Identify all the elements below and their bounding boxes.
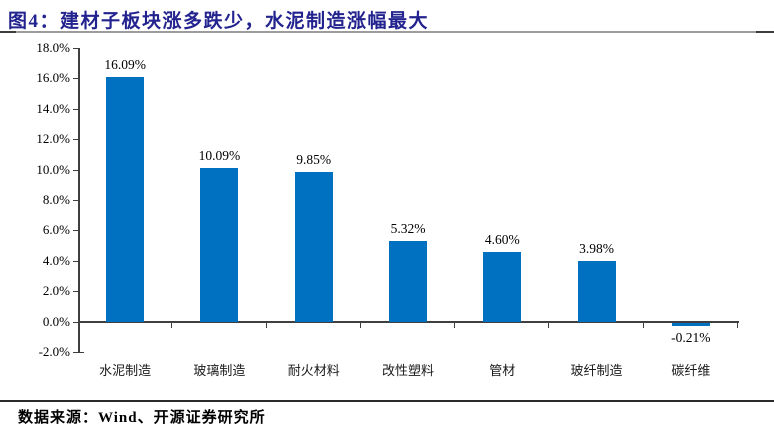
y-axis-tick [73,78,78,80]
bar-3 [294,171,333,322]
y-axis-tick-label: 18.0% [36,40,70,55]
bar-value-label: 4.60% [484,231,520,247]
x-axis-category-label: 管材 [489,363,516,378]
y-axis-tick [73,200,78,201]
y-axis-tick-label: -2.0% [38,344,70,359]
y-axis-tick-label: 0.0% [42,313,70,329]
bar-value-label: -0.21% [671,329,711,345]
x-axis-category-label: 改性塑料 [381,363,434,378]
data-source-note: 数据来源：Wind、开源证券研究所 [18,410,266,426]
bar-value-label: 9.85% [296,151,332,167]
y-axis-bottom-tick [78,352,84,353]
bar-4 [389,240,427,322]
y-axis-tick [73,169,78,171]
y-axis-tick [73,108,78,110]
bar-value-label: 10.09% [198,148,241,164]
x-axis-tick [454,322,456,328]
bar-value-label: 5.32% [390,220,426,236]
y-axis-tick [73,260,78,262]
y-axis-tick-label: 14.0% [36,100,70,116]
y-axis-tick [73,352,78,353]
x-axis-category-label: 水泥制造 [99,363,152,378]
bar-1 [106,77,145,322]
y-axis-tick [73,48,78,49]
y-axis-tick-label: 8.0% [42,192,70,207]
y-axis-tick-label: 16.0% [36,70,70,86]
x-axis-tick [171,322,173,328]
x-axis-tick [359,322,361,328]
x-axis-category-label: 碳纤维 [671,363,711,378]
x-axis-category-label: 玻纤制造 [570,363,623,378]
figure-title: 图4：建材子板块涨多跌少，水泥制造涨幅最大 [8,11,430,32]
x-axis-tick [642,322,644,328]
y-axis-tick [73,139,78,141]
bar-2 [200,168,239,322]
y-axis-tick-label: 2.0% [42,283,70,299]
y-axis-tick [73,321,78,323]
y-axis-tick-label: 10.0% [36,161,70,177]
y-axis-tick-label: 6.0% [42,222,70,238]
x-axis-tick [265,322,267,328]
x-axis-zero-line [78,320,739,323]
y-axis-tick [73,230,78,232]
x-axis-tick [737,322,738,328]
x-axis-category-label: 耐火材料 [287,363,340,378]
y-axis-tick [73,291,78,293]
y-axis-line [78,48,80,353]
y-axis-tick-label: 4.0% [42,252,70,268]
bar-value-label: 16.09% [104,57,146,73]
bar-value-label: 3.98% [579,241,614,257]
bar-7 [671,322,710,326]
title-divider [0,31,774,33]
x-axis-tick [548,322,550,328]
bar-5 [483,251,522,322]
footer-divider [0,400,774,402]
bar-6 [577,261,616,322]
y-axis-tick-label: 12.0% [36,131,70,147]
x-axis-category-label: 玻璃制造 [193,363,246,378]
